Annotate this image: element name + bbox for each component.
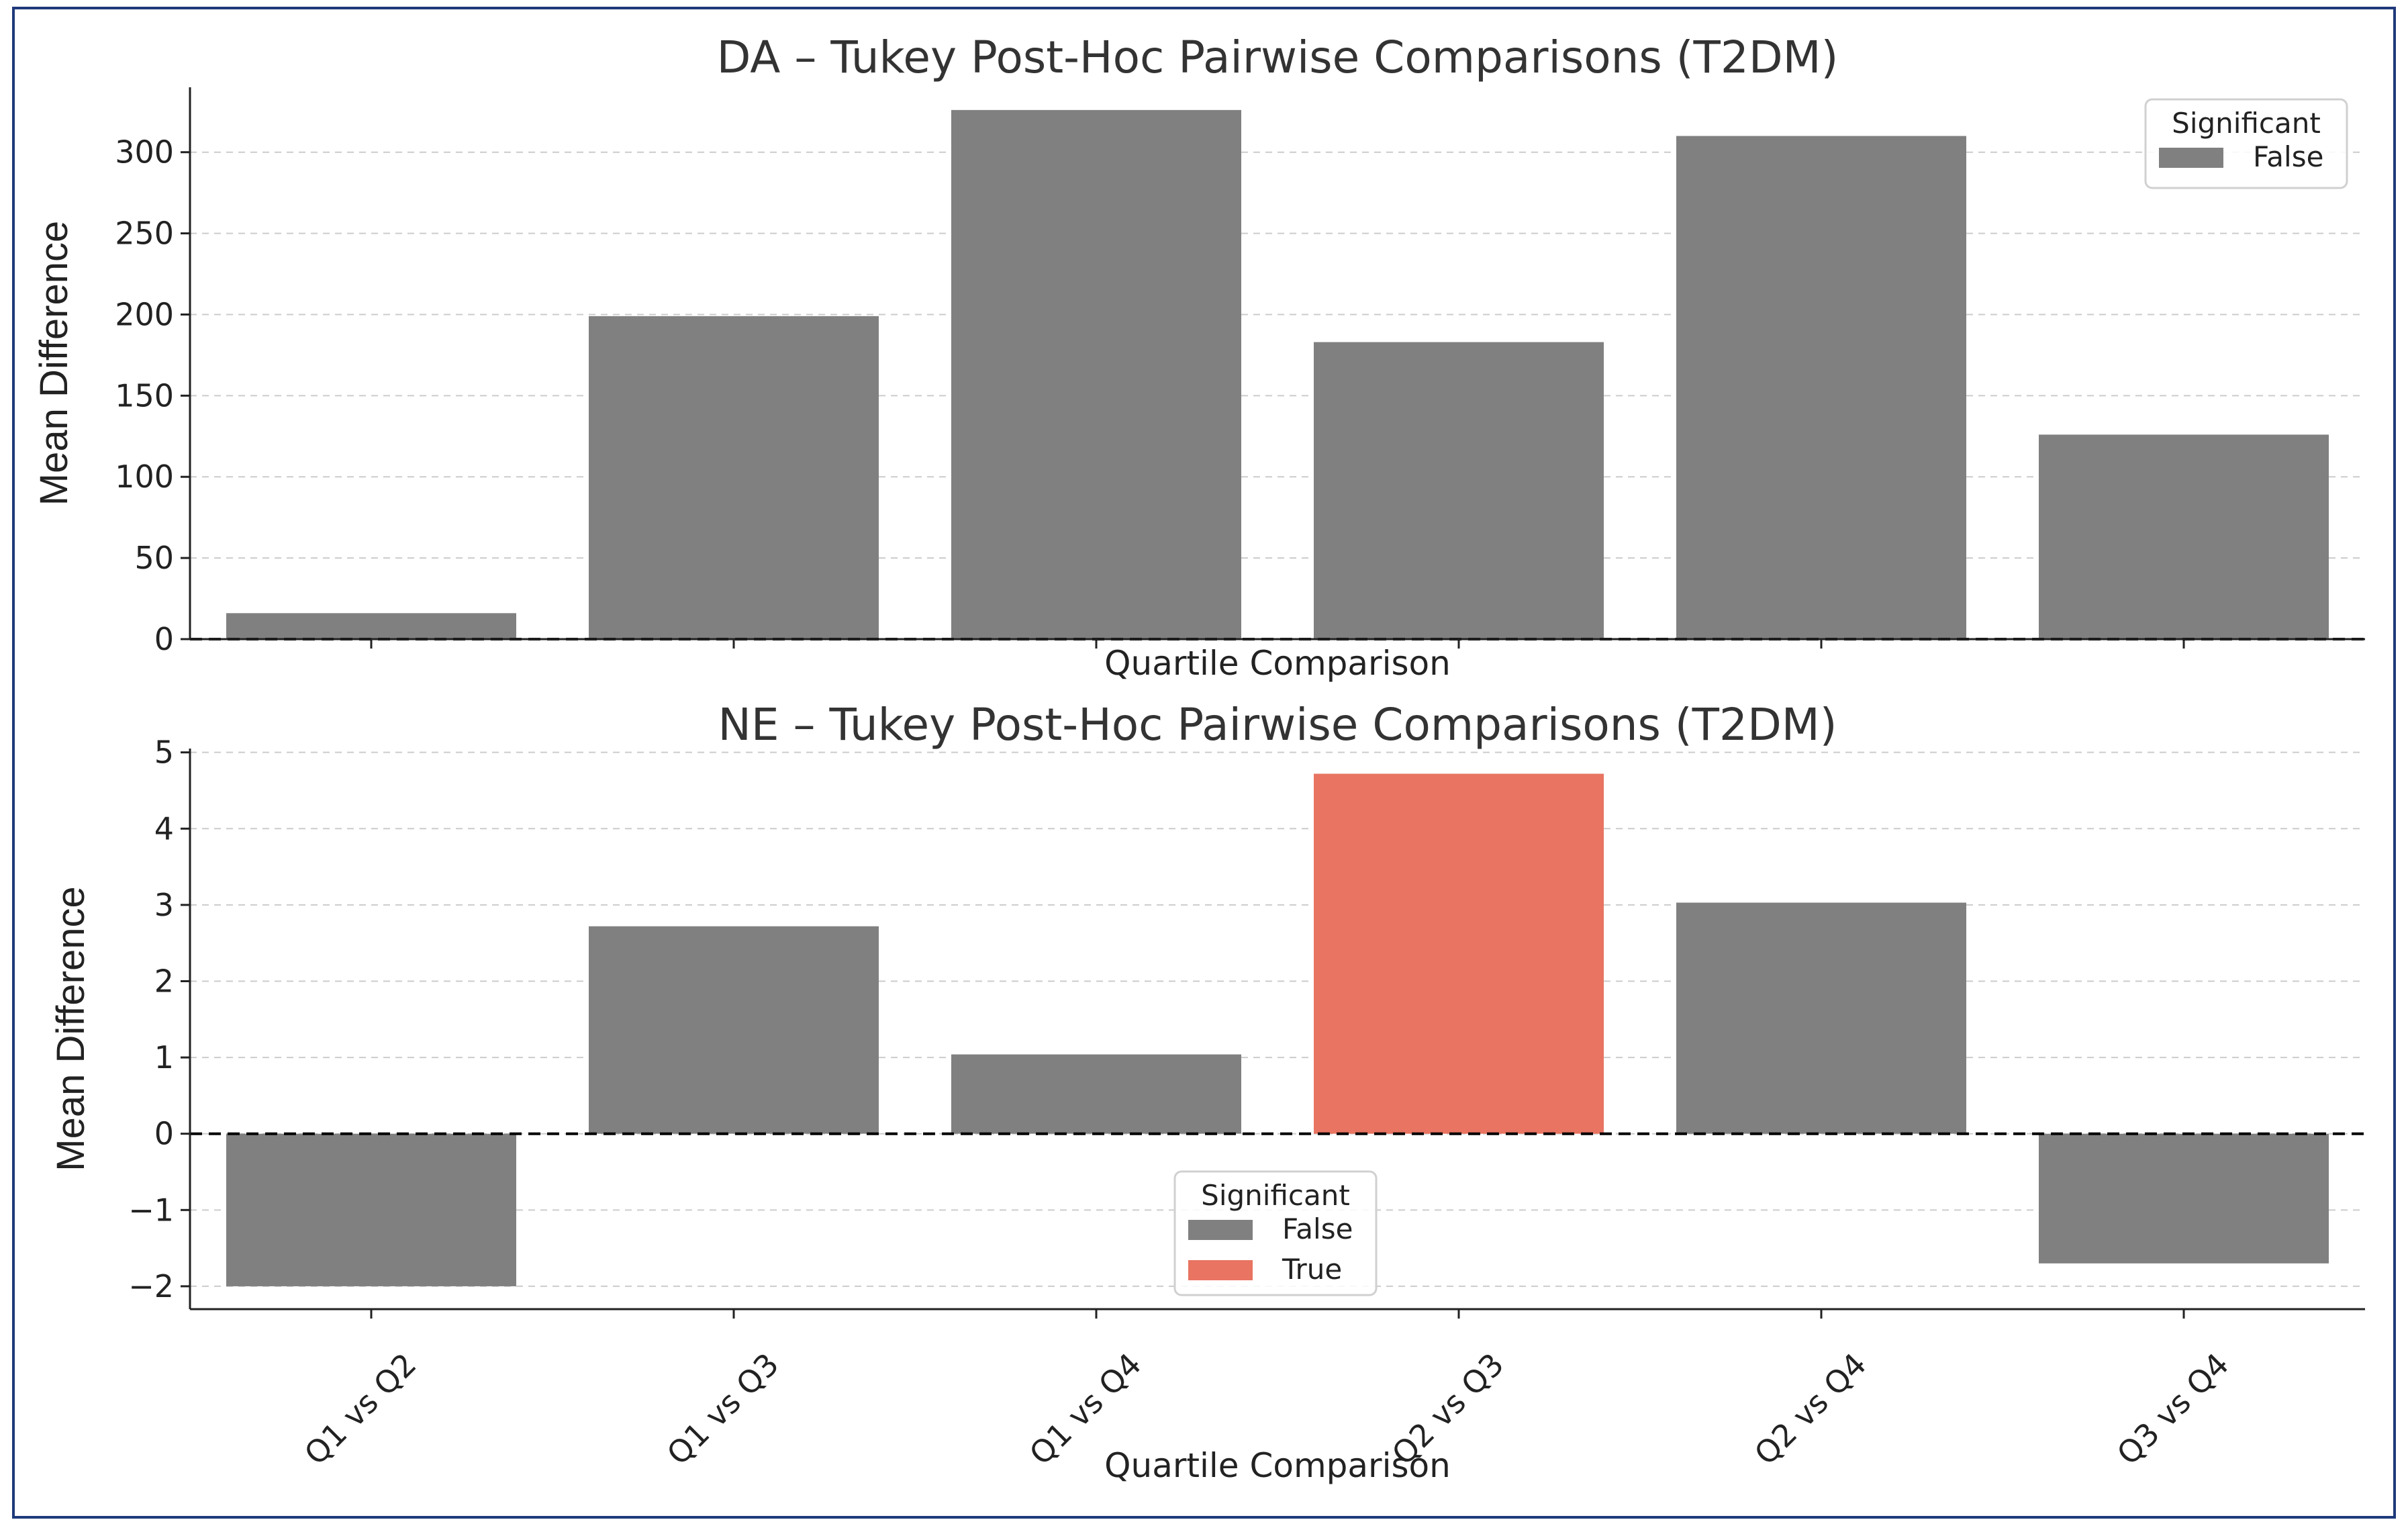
ne-legend-swatch-true [1188,1260,1253,1280]
ne-ytick-label: 5 [154,734,174,771]
da-legend-swatch-false [2159,148,2223,168]
figure-border [12,7,2396,1519]
ne-xtick-label: Q1 vs Q3 [660,1346,786,1472]
ne-ytick-label: −2 [128,1268,174,1304]
ne-legend-title: Significant [1201,1179,1350,1212]
da-x-axis-label: Quartile Comparison [1104,644,1451,683]
da-bar-q3-vs-q4 [2039,434,2329,639]
ne-bar-q2-vs-q3 [1314,773,1604,1134]
da-bar-q1-vs-q3 [589,316,879,639]
ne-bar-q1-vs-q2 [226,1133,516,1286]
da-legend-label-false: False [2253,140,2323,173]
ne-chart-title: NE – Tukey Post-Hoc Pairwise Comparisons… [718,699,1837,751]
ne-y-axis-label: Mean Difference [49,886,93,1172]
da-chart-title: DA – Tukey Post-Hoc Pairwise Comparisons… [717,32,1839,83]
ne-bar-q2-vs-q4 [1676,902,1966,1134]
da-ytick-label: 150 [115,377,174,414]
ne-xtick-label: Q3 vs Q4 [2110,1346,2236,1472]
ne-bar-q1-vs-q3 [589,926,879,1134]
da-bar-q2-vs-q3 [1314,342,1604,639]
ne-xtick-label: Q1 vs Q2 [297,1346,424,1472]
da-ytick-label: 300 [115,134,174,171]
ne-legend-swatch-false [1188,1220,1253,1240]
ne-bar-q1-vs-q4 [951,1054,1241,1134]
da-ytick-label: 200 [115,296,174,332]
ne-xtick-label: Q2 vs Q4 [1747,1346,1874,1472]
da-ytick-label: 50 [134,540,174,576]
da-legend-title: Significant [2172,107,2321,140]
da-bar-q1-vs-q4 [951,109,1241,640]
da-ytick-label: 250 [115,216,174,252]
ne-ytick-label: 4 [154,810,174,847]
da-ytick-label: 0 [154,621,174,657]
ne-ytick-label: 2 [154,963,174,999]
da-bar-q1-vs-q2 [226,613,516,639]
da-y-axis-label: Mean Difference [32,221,76,506]
da-bar-q2-vs-q4 [1676,136,1966,639]
da-ytick-label: 100 [115,459,174,495]
ne-ytick-label: 3 [154,887,174,923]
ne-legend-label-false: False [1282,1212,1353,1245]
ne-ytick-label: 0 [154,1116,174,1152]
ne-ytick-label: −1 [128,1192,174,1228]
ne-ytick-label: 1 [154,1039,174,1076]
ne-legend-label-true: True [1282,1253,1342,1286]
ne-bar-q3-vs-q4 [2039,1133,2329,1263]
ne-x-axis-label: Quartile Comparison [1104,1446,1451,1485]
